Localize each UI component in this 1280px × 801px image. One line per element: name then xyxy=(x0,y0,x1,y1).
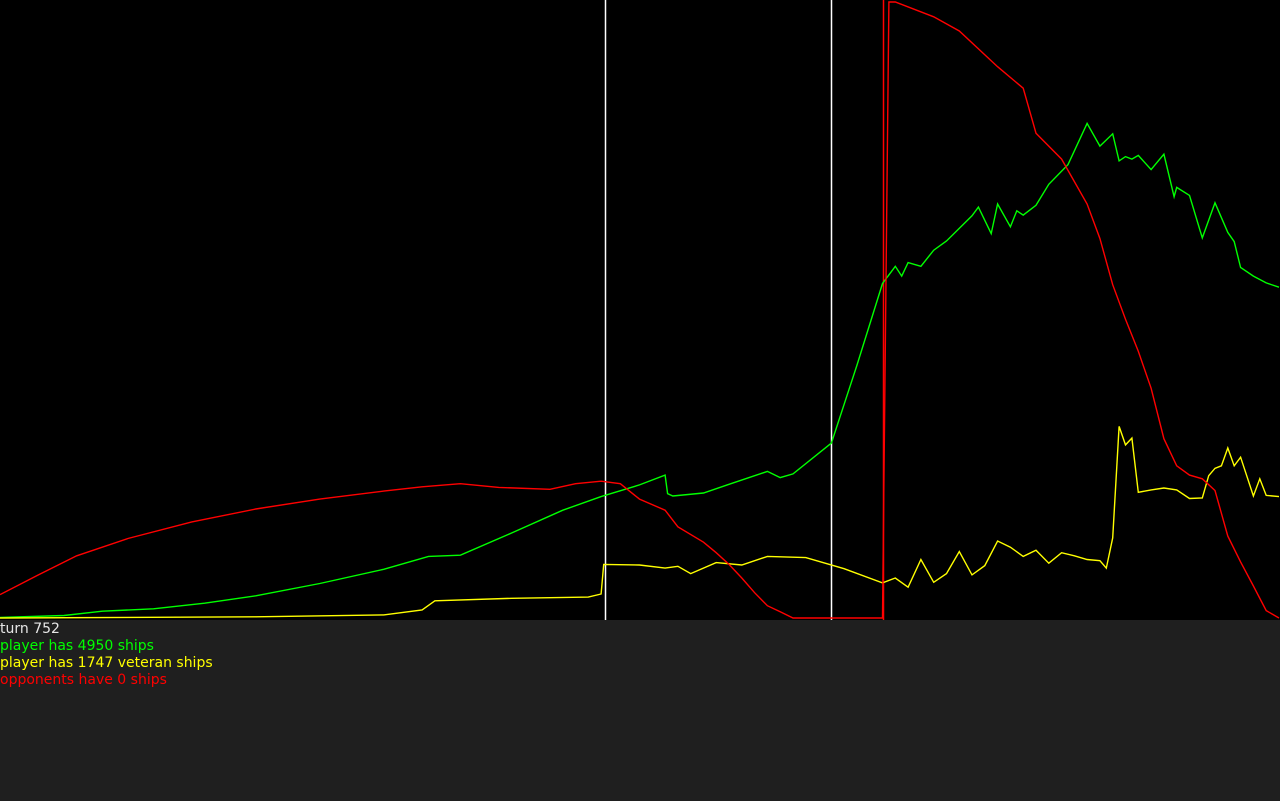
marker-lines xyxy=(604,0,885,620)
opponents-series-line xyxy=(0,1,1280,619)
series-lines xyxy=(0,1,1280,619)
turn-label: turn 752 xyxy=(0,621,60,637)
info-panel: turn 752 player has 4950 ships player ha… xyxy=(0,620,1280,801)
player-series-line xyxy=(0,121,1280,619)
opponent-ships-label: opponents have 0 ships xyxy=(0,672,167,688)
veteran-ships-label: player has 1747 veteran ships xyxy=(0,655,213,671)
ship-history-graph xyxy=(0,0,1280,620)
player-ships-label: player has 4950 ships xyxy=(0,638,154,654)
graph-canvas xyxy=(0,0,1280,620)
